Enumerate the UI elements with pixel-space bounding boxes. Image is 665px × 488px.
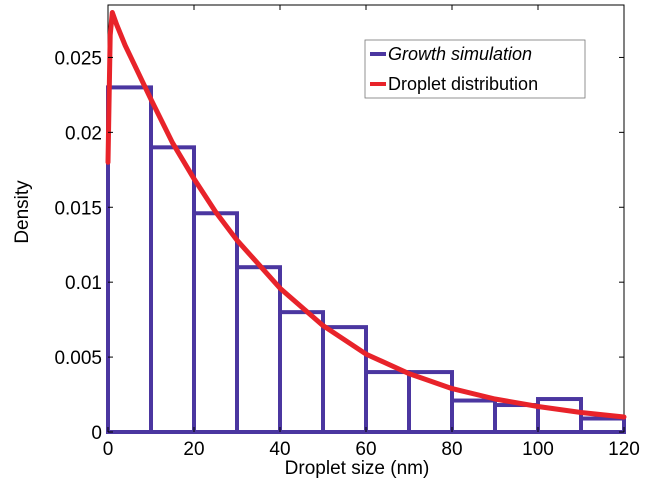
x-tick-label: 40 bbox=[269, 439, 290, 460]
x-tick-label: 0 bbox=[103, 439, 114, 460]
x-axis: 0 20 40 60 80 100 120 bbox=[103, 5, 640, 460]
y-axis-label: Density bbox=[12, 180, 33, 244]
histogram-bars bbox=[106, 85, 626, 435]
y-tick-label: 0.005 bbox=[54, 348, 102, 369]
x-tick-label: 120 bbox=[608, 439, 640, 460]
x-tick-label: 80 bbox=[441, 439, 462, 460]
histogram-bar bbox=[536, 397, 583, 435]
y-axis: 0 0.005 0.01 0.015 0.02 0.025 bbox=[54, 48, 624, 444]
legend-box bbox=[364, 39, 586, 99]
distribution-curve bbox=[105, 10, 627, 420]
legend: Growth simulation Droplet distribution bbox=[364, 39, 586, 99]
histogram-bar bbox=[579, 416, 626, 434]
y-tick-label: 0.015 bbox=[54, 198, 102, 219]
x-tick-label: 60 bbox=[355, 439, 376, 460]
y-tick-label: 0 bbox=[91, 423, 102, 444]
x-axis-label: Droplet size (nm) bbox=[285, 458, 430, 479]
y-tick-label: 0.02 bbox=[65, 123, 102, 144]
legend-label-droplet-distribution: Droplet distribution bbox=[388, 74, 538, 94]
legend-label-growth-simulation: Growth simulation bbox=[388, 44, 532, 64]
x-tick-label: 20 bbox=[183, 439, 204, 460]
y-tick-label: 0.01 bbox=[65, 273, 102, 294]
curve-layer bbox=[105, 10, 627, 420]
y-tick-label: 0.025 bbox=[54, 48, 102, 69]
x-tick-label: 100 bbox=[522, 439, 554, 460]
